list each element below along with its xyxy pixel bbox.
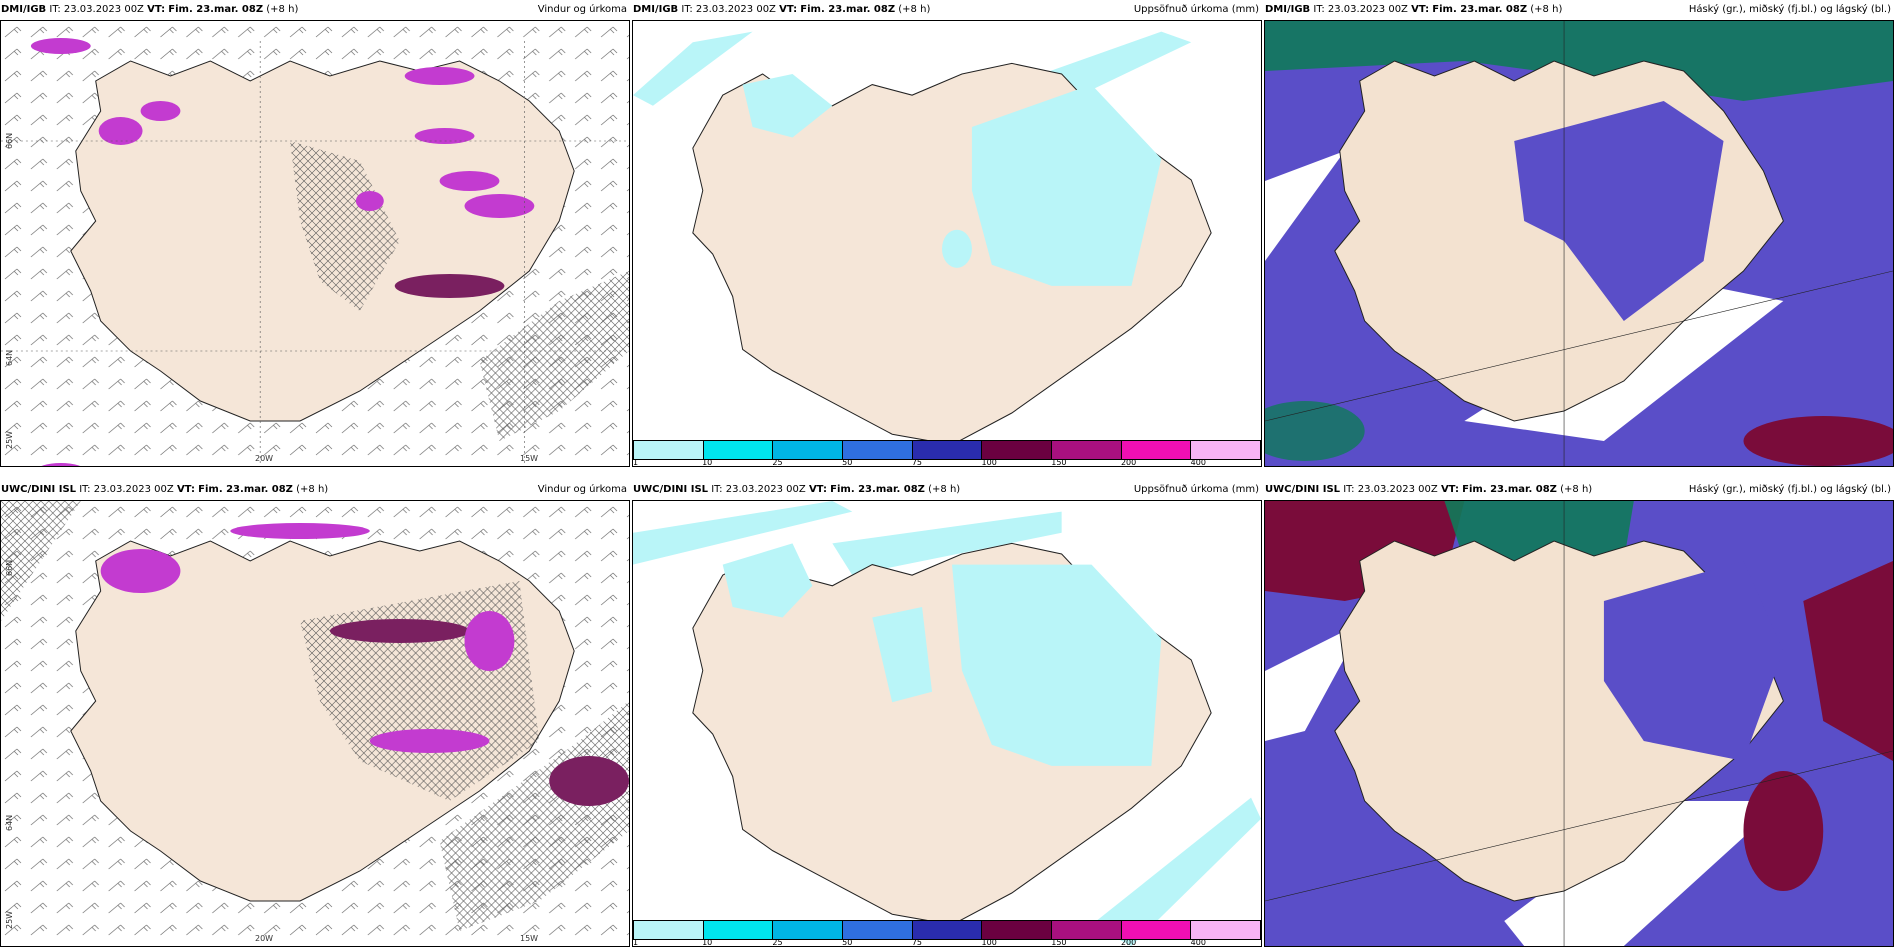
lat-label-64n: 64N: [5, 349, 14, 366]
iceland-precip-map: [633, 501, 1261, 946]
map-canvas[interactable]: 20W 15W 66N 64N 25W: [0, 20, 630, 467]
panel-uwc-wind-precip: UWC/DINI ISL IT: 23.03.2023 00Z VT: Fim.…: [0, 480, 630, 947]
panel-header: DMI/IGB IT: 23.03.2023 00Z VT: Fim. 23.m…: [632, 0, 1262, 20]
map-canvas[interactable]: 20W 15W 66N 64N 25W: [0, 500, 630, 947]
valid-time: Fim. 23.mar. 08Z: [800, 4, 896, 15]
colorbar-swatch: [773, 921, 844, 939]
panel-dmi-wind-precip: DMI/IGB IT: 23.03.2023 00Z VT: Fim. 23.m…: [0, 0, 630, 467]
colorbar-swatch: [703, 441, 774, 459]
iceland-precip-map: [633, 31, 1212, 446]
init-time: 23.03.2023 00Z: [93, 484, 174, 495]
model-name: UWC/DINI ISL: [1265, 484, 1341, 495]
panel-uwc-clouds: UWC/DINI ISL IT: 23.03.2023 00Z VT: Fim.…: [1264, 480, 1894, 947]
valid-time: Fim. 23.mar. 08Z: [830, 484, 925, 495]
lon-label-15w: 15W: [520, 934, 539, 943]
panel-header: DMI/IGB IT: 23.03.2023 00Z VT: Fim. 23.m…: [0, 0, 630, 20]
lat-label-66n: 66N: [5, 559, 14, 576]
iceland-cloud-map: [1265, 21, 1893, 466]
model-name: DMI/IGB: [633, 4, 679, 15]
iceland-wind-map: [1, 501, 629, 946]
model-name: DMI/IGB: [1, 4, 47, 15]
colorbar-swatch: [773, 441, 844, 459]
iceland-cloud-map: [1265, 501, 1893, 946]
init-time: 23.03.2023 00Z: [63, 4, 144, 15]
iceland-wind-map: [1, 21, 629, 466]
colorbar-swatch: [634, 921, 704, 939]
map-canvas[interactable]: [1264, 20, 1894, 467]
init-time: 23.03.2023 00Z: [725, 484, 806, 495]
product-title: Háský (gr.), miðský (fj.bl.) og lágský (…: [1688, 4, 1891, 15]
map-canvas[interactable]: 1 10 25 50 75 100 150 200 400: [632, 500, 1262, 947]
lon-label-15w: 15W: [520, 454, 539, 463]
colorbar-swatch: [1191, 441, 1261, 459]
panel-dmi-accum-precip: DMI/IGB IT: 23.03.2023 00Z VT: Fim. 23.m…: [632, 0, 1262, 467]
model-name: DMI/IGB: [1265, 4, 1311, 15]
panel-uwc-accum-precip: UWC/DINI ISL IT: 23.03.2023 00Z VT: Fim.…: [632, 480, 1262, 947]
colorbar-swatch: [1052, 921, 1122, 939]
colorbar-swatch: [1121, 921, 1192, 939]
lat-label-64n: 64N: [5, 814, 14, 831]
colorbar-swatch: [1052, 441, 1122, 459]
product-title: Vindur og úrkoma: [537, 4, 627, 15]
panel-header: DMI/IGB IT: 23.03.2023 00Z VT: Fim. 23.m…: [1264, 0, 1894, 20]
panel-header: UWC/DINI ISL IT: 23.03.2023 00Z VT: Fim.…: [1264, 480, 1894, 500]
init-time: 23.03.2023 00Z: [695, 4, 776, 15]
colorbar: 1 10 25 50 75 100 150 200 400: [633, 920, 1261, 946]
lon-label-20w: 20W: [255, 454, 274, 463]
product-title: Uppsöfnuð úrkoma (mm): [1133, 484, 1259, 495]
colorbar-swatch: [1121, 441, 1192, 459]
panel-dmi-clouds: DMI/IGB IT: 23.03.2023 00Z VT: Fim. 23.m…: [1264, 0, 1894, 467]
product-title: Háský (gr.), miðský (fj.bl.) og lágský (…: [1688, 484, 1891, 495]
valid-time: Fim. 23.mar. 08Z: [1432, 4, 1528, 15]
colorbar-swatch: [703, 921, 774, 939]
colorbar: 1 10 25 50 75 100 150 200 400: [633, 440, 1261, 466]
colorbar-swatch: [843, 921, 913, 939]
colorbar-swatch: [912, 921, 983, 939]
lon-label-20w: 20W: [255, 934, 274, 943]
colorbar-swatch: [1191, 921, 1261, 939]
model-name: UWC/DINI ISL: [1, 484, 77, 495]
lon-label-25w: 25W: [5, 910, 14, 929]
product-title: Uppsöfnuð úrkoma (mm): [1133, 4, 1259, 15]
panel-header: UWC/DINI ISL IT: 23.03.2023 00Z VT: Fim.…: [0, 480, 630, 500]
colorbar-swatch: [843, 441, 913, 459]
map-canvas[interactable]: 1 10 25 50 75 100 150 200 400: [632, 20, 1262, 467]
product-title: Vindur og úrkoma: [537, 484, 627, 495]
panel-header: UWC/DINI ISL IT: 23.03.2023 00Z VT: Fim.…: [632, 480, 1262, 500]
lon-label-25w: 25W: [5, 430, 14, 449]
valid-time: Fim. 23.mar. 08Z: [1462, 484, 1557, 495]
valid-time: Fim. 23.mar. 08Z: [198, 484, 293, 495]
colorbar-swatch: [982, 441, 1053, 459]
colorbar-swatch: [912, 441, 983, 459]
lat-label-66n: 66N: [5, 132, 14, 149]
model-name: UWC/DINI ISL: [633, 484, 709, 495]
colorbar-swatch: [634, 441, 704, 459]
map-canvas[interactable]: [1264, 500, 1894, 947]
init-time: 23.03.2023 00Z: [1357, 484, 1438, 495]
init-time: 23.03.2023 00Z: [1327, 4, 1408, 15]
valid-time: Fim. 23.mar. 08Z: [168, 4, 264, 15]
colorbar-swatch: [982, 921, 1053, 939]
